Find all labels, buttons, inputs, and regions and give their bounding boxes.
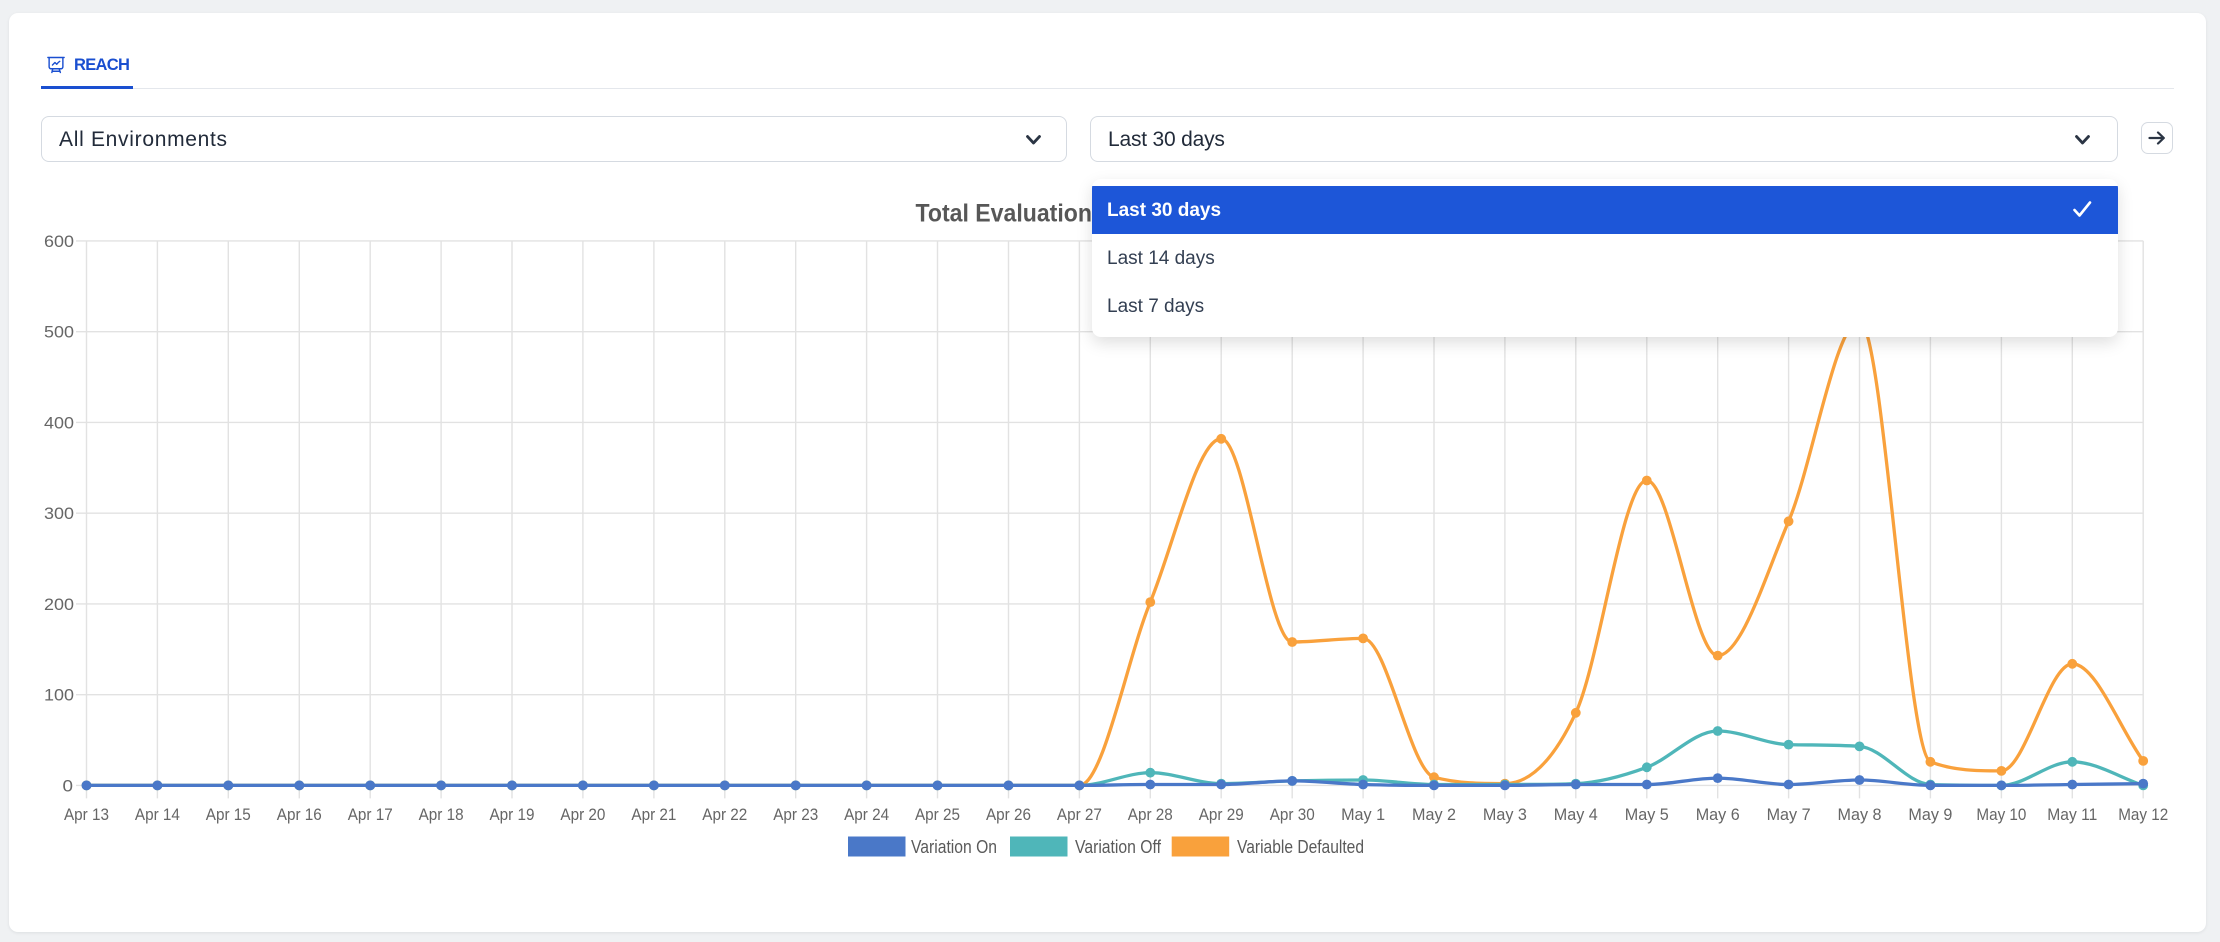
svg-text:Apr 27: Apr 27 <box>1057 805 1102 824</box>
svg-text:May 9: May 9 <box>1908 805 1952 824</box>
svg-text:May 5: May 5 <box>1625 805 1669 824</box>
svg-text:Apr 25: Apr 25 <box>915 805 960 824</box>
svg-text:Apr 29: Apr 29 <box>1199 805 1244 824</box>
svg-text:300: 300 <box>44 504 74 523</box>
svg-text:Apr 18: Apr 18 <box>419 805 464 824</box>
svg-text:0: 0 <box>63 776 74 795</box>
svg-text:Apr 22: Apr 22 <box>702 805 747 824</box>
svg-text:Apr 26: Apr 26 <box>986 805 1031 824</box>
svg-text:May 2: May 2 <box>1412 805 1456 824</box>
svg-text:500: 500 <box>44 323 74 342</box>
svg-text:Apr 24: Apr 24 <box>844 805 889 824</box>
svg-text:May 12: May 12 <box>2118 805 2168 824</box>
svg-text:100: 100 <box>44 686 74 705</box>
svg-text:Variation On: Variation On <box>911 837 997 857</box>
svg-text:Variation Off: Variation Off <box>1075 837 1162 857</box>
svg-text:Apr 14: Apr 14 <box>135 805 180 824</box>
svg-text:May 4: May 4 <box>1554 805 1598 824</box>
svg-text:May 1: May 1 <box>1341 805 1385 824</box>
svg-text:Apr 23: Apr 23 <box>773 805 818 824</box>
svg-text:Apr 30: Apr 30 <box>1270 805 1315 824</box>
svg-text:May 7: May 7 <box>1767 805 1811 824</box>
svg-text:Apr 13: Apr 13 <box>64 805 109 824</box>
svg-text:May 3: May 3 <box>1483 805 1527 824</box>
svg-text:Apr 19: Apr 19 <box>490 805 535 824</box>
svg-text:May 11: May 11 <box>2047 805 2097 824</box>
svg-text:400: 400 <box>44 413 74 432</box>
svg-text:600: 600 <box>44 232 74 251</box>
svg-text:Apr 17: Apr 17 <box>348 805 393 824</box>
svg-text:200: 200 <box>44 595 74 614</box>
svg-text:May 10: May 10 <box>1976 805 2026 824</box>
svg-text:May 8: May 8 <box>1838 805 1882 824</box>
svg-text:Apr 21: Apr 21 <box>631 805 676 824</box>
svg-text:Apr 28: Apr 28 <box>1128 805 1173 824</box>
svg-text:May 6: May 6 <box>1696 805 1740 824</box>
svg-text:Apr 16: Apr 16 <box>277 805 322 824</box>
svg-text:Apr 15: Apr 15 <box>206 805 251 824</box>
svg-text:Apr 20: Apr 20 <box>560 805 605 824</box>
svg-text:Variable Defaulted: Variable Defaulted <box>1237 837 1364 857</box>
